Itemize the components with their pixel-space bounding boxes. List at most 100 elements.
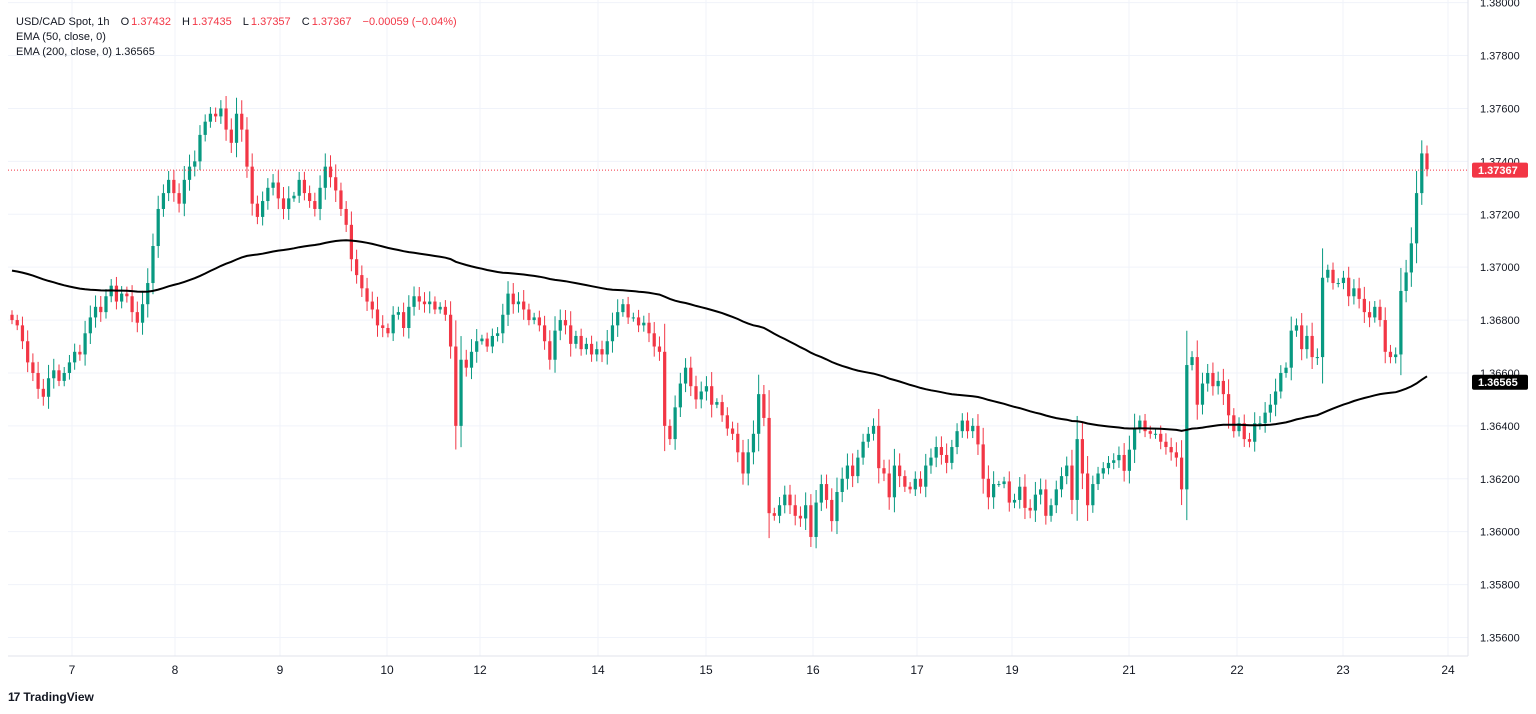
price-tick-label: 1.37200	[1480, 209, 1520, 221]
candle-up	[1409, 243, 1413, 273]
candle-up	[1341, 277, 1346, 284]
candle-up	[1132, 428, 1137, 450]
legend-ema200-row[interactable]: EMA (200, close, 0) 1.36565	[16, 45, 465, 60]
candle-up	[866, 433, 870, 442]
candle-down	[736, 433, 740, 453]
candle-up	[1117, 454, 1121, 461]
candle-up	[459, 359, 463, 426]
candle-down	[772, 513, 776, 516]
candle-down	[57, 370, 61, 381]
last-price-badge	[1472, 162, 1528, 178]
price-tick-label: 1.37000	[1480, 262, 1520, 274]
candle-down	[537, 317, 541, 326]
candle-down	[527, 309, 531, 321]
candle-down	[898, 465, 902, 477]
candle-up	[1320, 277, 1325, 358]
price-tick-label: 1.37800	[1480, 51, 1520, 63]
candle-up	[997, 484, 1001, 486]
candle-up	[219, 108, 223, 117]
ema-200-badge-label: 1.36565	[1478, 377, 1518, 389]
candle-down	[793, 505, 797, 516]
change-value: −0.00059 (−0.04%)	[362, 16, 457, 28]
candle-up	[950, 447, 954, 463]
candle-down	[1179, 457, 1184, 490]
candle-down	[882, 468, 886, 474]
candle-up	[83, 333, 87, 355]
candle-down	[981, 444, 985, 479]
time-tick-label: 19	[1005, 663, 1019, 677]
price-tick-label: 1.35800	[1480, 580, 1520, 592]
candle-up	[574, 335, 578, 344]
grid	[8, 0, 1468, 656]
candle-up	[1054, 489, 1058, 506]
candle-down	[1085, 473, 1090, 506]
candle-up	[412, 296, 416, 307]
candle-up	[678, 383, 682, 408]
candle-down	[720, 402, 724, 416]
candle-down	[302, 179, 307, 194]
candle-down	[730, 428, 735, 434]
candle-down	[464, 359, 468, 368]
time-tick-label: 12	[473, 663, 487, 677]
candle-up	[161, 193, 166, 209]
candle-up	[1258, 423, 1262, 425]
time-axis[interactable]: 7 8 9 10 12 14 15 16 17 19 21 22 23 24	[8, 655, 1468, 677]
symbol-label[interactable]: USD/CAD Spot, 1h	[16, 16, 110, 28]
candle-down	[229, 129, 233, 143]
candle-up	[861, 441, 865, 458]
candle-down	[443, 306, 447, 315]
candle-up	[62, 372, 66, 381]
last-price-badge-label: 1.37367	[1478, 165, 1518, 177]
candle-down	[1044, 489, 1048, 516]
candle-down	[741, 452, 745, 474]
candle-down	[1164, 441, 1168, 448]
candle-up	[960, 420, 964, 432]
candle-up	[234, 113, 239, 143]
candle-down	[918, 478, 923, 487]
chart-legend: USD/CAD Spot, 1h O 1.37432 H 1.37435 L 1.37…	[16, 15, 465, 60]
time-tick-label: 22	[1230, 663, 1244, 677]
time-tick-label: 23	[1336, 663, 1350, 677]
candle-up	[1284, 367, 1288, 373]
time-tick-label: 21	[1122, 663, 1136, 677]
plot-background	[8, 0, 1468, 656]
candle-down	[339, 190, 343, 209]
candle-down	[569, 325, 573, 344]
candle-up	[501, 314, 505, 334]
price-axis[interactable]: 1.380001.378001.376001.374001.372001.370…	[1467, 0, 1520, 656]
candle-down	[276, 182, 280, 199]
candle-up	[1394, 354, 1398, 358]
legend-ema50-row[interactable]: EMA (50, close, 0)	[16, 30, 465, 45]
candle-up	[757, 394, 761, 434]
candle-down	[401, 312, 406, 328]
time-tick-label: 10	[380, 663, 394, 677]
candle-down	[354, 259, 359, 276]
candle-down	[1143, 420, 1147, 432]
candle-down	[1226, 394, 1231, 416]
candle-down	[1388, 351, 1393, 358]
price-tick-label: 1.35600	[1480, 632, 1520, 644]
candle-up	[955, 431, 959, 448]
tradingview-brand[interactable]: 17 TradingView	[8, 690, 94, 704]
open-value: 1.37432	[131, 16, 171, 28]
price-tick-label: 1.37600	[1480, 103, 1520, 115]
candle-up	[297, 179, 301, 196]
candle-down	[448, 314, 453, 347]
candle-up	[140, 304, 145, 323]
candle-down	[965, 420, 970, 432]
candle-up	[490, 335, 494, 347]
candle-up	[746, 452, 750, 474]
price-tick-label: 1.38000	[1480, 0, 1520, 10]
candle-up	[992, 484, 996, 498]
candle-down	[725, 415, 729, 429]
candle-down	[78, 351, 82, 355]
candle-down	[125, 293, 129, 297]
candle-up	[1404, 272, 1408, 291]
candle-down	[689, 367, 693, 387]
candle-up	[840, 478, 844, 492]
tradingview-logo-icon: 17	[8, 690, 20, 704]
candle-down	[1028, 507, 1032, 511]
candle-up	[1096, 473, 1100, 485]
candle-up	[407, 306, 411, 328]
